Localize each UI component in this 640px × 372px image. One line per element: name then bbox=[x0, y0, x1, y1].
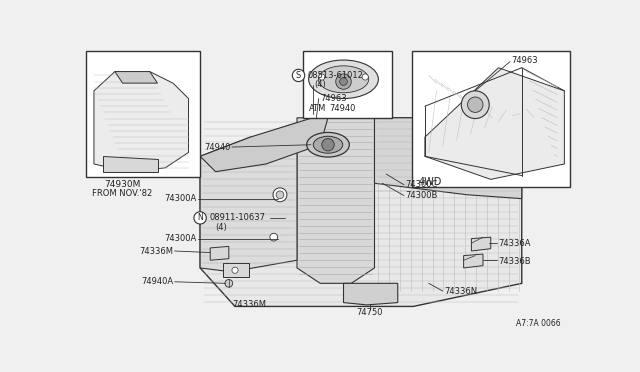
Text: 74336N: 74336N bbox=[444, 286, 477, 295]
Circle shape bbox=[336, 74, 351, 89]
Text: 74336M: 74336M bbox=[232, 301, 266, 310]
Text: ATM: ATM bbox=[308, 104, 326, 113]
Text: 74940: 74940 bbox=[330, 104, 356, 113]
Polygon shape bbox=[200, 118, 522, 307]
Circle shape bbox=[467, 97, 483, 112]
Circle shape bbox=[232, 267, 238, 273]
Text: A7:7A 0066: A7:7A 0066 bbox=[516, 319, 561, 328]
Text: 74336M: 74336M bbox=[139, 247, 173, 256]
Text: 74930M: 74930M bbox=[104, 180, 141, 189]
Text: 74963: 74963 bbox=[320, 94, 347, 103]
Polygon shape bbox=[472, 237, 491, 251]
Text: 4WD: 4WD bbox=[419, 177, 442, 187]
Text: 08513-61012: 08513-61012 bbox=[308, 71, 364, 80]
Polygon shape bbox=[344, 283, 397, 305]
Text: 74750: 74750 bbox=[356, 308, 383, 317]
Text: (4): (4) bbox=[314, 80, 326, 89]
Text: 74336A: 74336A bbox=[499, 239, 531, 248]
Text: (4): (4) bbox=[216, 222, 227, 232]
Circle shape bbox=[276, 191, 284, 199]
Polygon shape bbox=[115, 71, 157, 83]
Circle shape bbox=[362, 74, 368, 80]
Text: 74300A: 74300A bbox=[164, 234, 196, 243]
Text: 74940: 74940 bbox=[205, 142, 231, 151]
Circle shape bbox=[322, 139, 334, 151]
Text: 08911-10637: 08911-10637 bbox=[209, 214, 266, 222]
Polygon shape bbox=[103, 156, 157, 172]
Circle shape bbox=[461, 91, 489, 119]
Text: 74336B: 74336B bbox=[499, 257, 531, 266]
Text: 74300C: 74300C bbox=[406, 180, 438, 189]
Polygon shape bbox=[425, 68, 564, 179]
Polygon shape bbox=[94, 71, 189, 172]
Ellipse shape bbox=[308, 60, 378, 99]
Circle shape bbox=[319, 74, 325, 80]
Circle shape bbox=[194, 212, 206, 224]
Polygon shape bbox=[463, 254, 483, 268]
Polygon shape bbox=[200, 137, 297, 272]
Text: 74300A: 74300A bbox=[164, 194, 196, 203]
Polygon shape bbox=[210, 246, 229, 260]
Ellipse shape bbox=[318, 66, 369, 93]
Bar bbox=[303, 51, 392, 118]
Text: 74300B: 74300B bbox=[406, 191, 438, 200]
Circle shape bbox=[273, 188, 287, 202]
Circle shape bbox=[270, 233, 278, 241]
Bar bbox=[412, 51, 570, 187]
Ellipse shape bbox=[307, 132, 349, 157]
Circle shape bbox=[225, 279, 233, 287]
Text: S: S bbox=[296, 71, 301, 80]
Polygon shape bbox=[200, 118, 328, 172]
Polygon shape bbox=[223, 263, 249, 277]
Polygon shape bbox=[297, 118, 374, 283]
Text: 74963: 74963 bbox=[511, 55, 538, 64]
Text: N: N bbox=[197, 214, 203, 222]
Polygon shape bbox=[374, 118, 522, 199]
Ellipse shape bbox=[313, 136, 343, 153]
Circle shape bbox=[292, 69, 305, 81]
Text: FROM NOV.'82: FROM NOV.'82 bbox=[93, 189, 153, 198]
Circle shape bbox=[340, 78, 348, 86]
Bar bbox=[86, 51, 200, 177]
Text: 74940A: 74940A bbox=[141, 277, 173, 286]
